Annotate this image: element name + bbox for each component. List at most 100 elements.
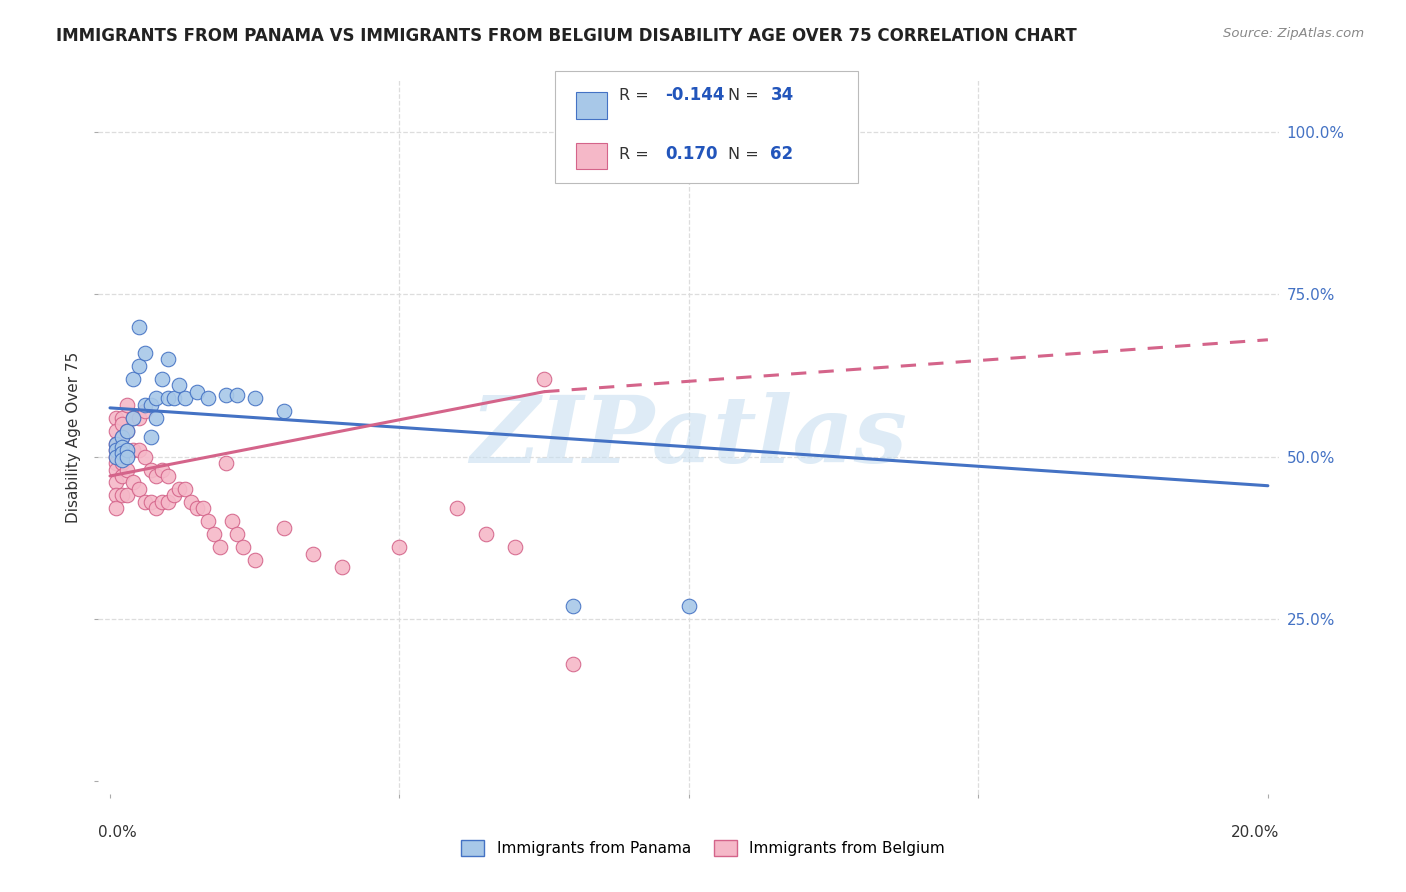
- Text: N =: N =: [728, 147, 765, 161]
- Point: [221, 515, 243, 529]
- Point: [475, 527, 498, 541]
- Point: [197, 391, 219, 405]
- Point: [128, 319, 150, 334]
- Point: [156, 352, 179, 367]
- Point: [446, 501, 468, 516]
- Point: [139, 430, 162, 444]
- Point: [128, 482, 150, 496]
- Point: [122, 372, 145, 386]
- Point: [562, 599, 585, 613]
- Text: IMMIGRANTS FROM PANAMA VS IMMIGRANTS FROM BELGIUM DISABILITY AGE OVER 75 CORRELA: IMMIGRANTS FROM PANAMA VS IMMIGRANTS FRO…: [56, 27, 1077, 45]
- Text: ZIPatlas: ZIPatlas: [471, 392, 907, 482]
- Point: [145, 501, 167, 516]
- Point: [128, 443, 150, 458]
- Point: [110, 443, 132, 458]
- Point: [215, 456, 238, 470]
- Point: [104, 475, 127, 490]
- Point: [110, 430, 132, 444]
- Point: [110, 456, 132, 470]
- Point: [110, 488, 132, 502]
- Point: [117, 443, 139, 458]
- Point: [122, 410, 145, 425]
- Point: [388, 541, 411, 555]
- Point: [243, 391, 266, 405]
- Point: [330, 559, 353, 574]
- Point: [104, 436, 127, 450]
- Point: [145, 391, 167, 405]
- Point: [150, 462, 173, 476]
- Point: [110, 430, 132, 444]
- Point: [139, 398, 162, 412]
- Point: [117, 462, 139, 476]
- Text: 0.170: 0.170: [665, 145, 717, 163]
- Point: [156, 495, 179, 509]
- Point: [215, 388, 238, 402]
- Point: [202, 527, 225, 541]
- Point: [186, 384, 208, 399]
- Text: 34: 34: [770, 87, 794, 104]
- Point: [301, 547, 323, 561]
- Point: [208, 541, 231, 555]
- Point: [104, 443, 127, 458]
- Point: [134, 404, 156, 418]
- Point: [117, 443, 139, 458]
- Point: [533, 372, 555, 386]
- Point: [243, 553, 266, 567]
- Text: R =: R =: [619, 147, 658, 161]
- Point: [191, 501, 214, 516]
- Point: [174, 482, 197, 496]
- Text: N =: N =: [728, 88, 765, 103]
- Point: [169, 482, 191, 496]
- Point: [110, 417, 132, 431]
- Point: [117, 398, 139, 412]
- Point: [232, 541, 254, 555]
- Point: [156, 391, 179, 405]
- Point: [562, 657, 585, 672]
- Point: [117, 488, 139, 502]
- Point: [134, 398, 156, 412]
- Text: Source: ZipAtlas.com: Source: ZipAtlas.com: [1223, 27, 1364, 40]
- Point: [180, 495, 202, 509]
- Text: 0.0%: 0.0%: [98, 825, 138, 839]
- Point: [678, 599, 700, 613]
- Point: [503, 541, 526, 555]
- Point: [163, 488, 186, 502]
- Point: [150, 495, 173, 509]
- Point: [110, 410, 132, 425]
- Point: [163, 391, 186, 405]
- Point: [110, 440, 132, 454]
- Point: [104, 410, 127, 425]
- Point: [104, 436, 127, 450]
- Point: [110, 446, 132, 460]
- Point: [134, 450, 156, 464]
- Point: [117, 424, 139, 438]
- Text: 20.0%: 20.0%: [1232, 825, 1279, 839]
- Legend: Immigrants from Panama, Immigrants from Belgium: Immigrants from Panama, Immigrants from …: [456, 834, 950, 862]
- Point: [156, 469, 179, 483]
- Point: [122, 410, 145, 425]
- Point: [104, 450, 127, 464]
- Point: [128, 410, 150, 425]
- Point: [122, 443, 145, 458]
- Point: [104, 462, 127, 476]
- Point: [110, 469, 132, 483]
- Point: [104, 456, 127, 470]
- Point: [150, 372, 173, 386]
- Point: [104, 424, 127, 438]
- Point: [226, 527, 249, 541]
- Point: [273, 521, 295, 535]
- Text: 62: 62: [770, 145, 793, 163]
- Point: [104, 501, 127, 516]
- Point: [110, 452, 132, 467]
- Point: [186, 501, 208, 516]
- Y-axis label: Disability Age Over 75: Disability Age Over 75: [66, 351, 82, 523]
- Point: [273, 404, 295, 418]
- Point: [122, 475, 145, 490]
- Point: [134, 495, 156, 509]
- Point: [134, 345, 156, 359]
- Point: [104, 488, 127, 502]
- Point: [104, 443, 127, 458]
- Text: R =: R =: [619, 88, 654, 103]
- Point: [117, 450, 139, 464]
- Point: [197, 515, 219, 529]
